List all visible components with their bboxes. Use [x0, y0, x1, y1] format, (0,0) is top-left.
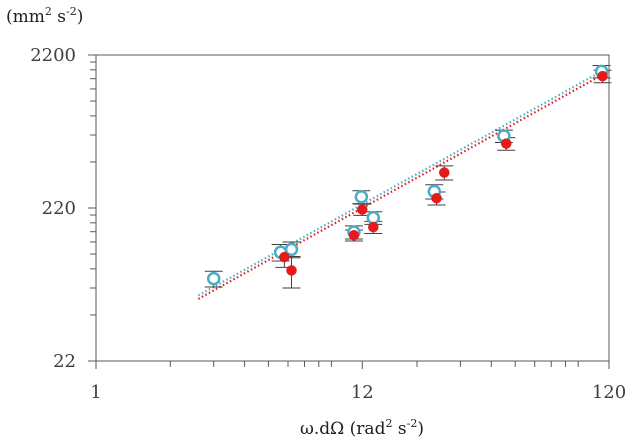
x-axis-ticks: 1 12 120: [90, 361, 626, 403]
y-axis-label: (mm2 s-2): [6, 5, 83, 27]
y-axis-ticks: 22 220 2200: [30, 45, 96, 372]
x-tick-label: 12: [351, 382, 374, 403]
trendline-series-2: [197, 72, 605, 300]
trendlines: [197, 68, 605, 300]
y-tick-label: 2200: [30, 45, 76, 66]
filled-circle-point: [286, 265, 297, 276]
error-bars: [204, 64, 612, 289]
open-circle-point: [284, 242, 299, 257]
trendline-series-1: [197, 68, 605, 297]
x-tick-label: 1: [90, 382, 101, 403]
filled-circle-point: [431, 192, 442, 204]
filled-circle-point: [357, 204, 368, 215]
y-tick-label: 220: [42, 198, 76, 219]
y-tick-label: 22: [53, 351, 76, 372]
filled-circle-point: [348, 229, 360, 241]
filled-circle-point: [501, 138, 512, 149]
open-circle-point: [366, 210, 381, 225]
open-circle-point: [354, 190, 369, 204]
filled-circle-point: [279, 251, 290, 263]
x-axis-label: ω.dΩ (rad2 s-2): [300, 417, 424, 439]
filled-circle-point: [597, 70, 608, 82]
data-points: [206, 64, 609, 286]
filled-circle-point: [368, 221, 379, 233]
open-circle-point: [206, 271, 221, 286]
filled-circle-point: [439, 167, 450, 178]
plot-frame: [95, 54, 610, 362]
x-tick-label: 120: [592, 382, 626, 403]
